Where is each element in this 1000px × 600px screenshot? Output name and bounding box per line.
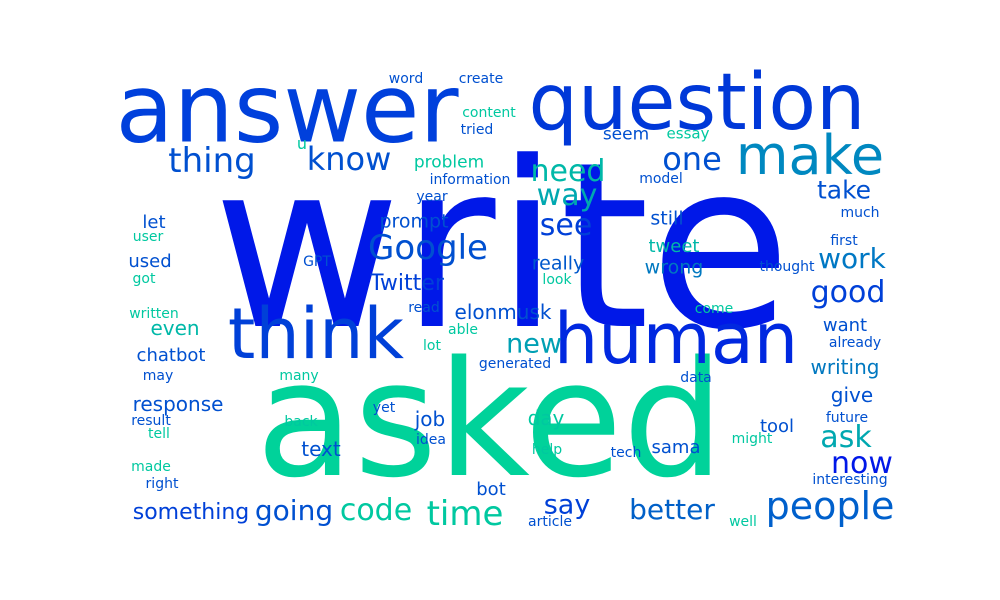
word-tell: tell (148, 426, 170, 442)
word-got: got (132, 271, 156, 287)
word-want: want (822, 315, 868, 336)
word-problem: problem (413, 152, 485, 173)
word-article: article (528, 514, 572, 530)
word-much: much (840, 205, 880, 221)
word-say: say (543, 489, 591, 521)
word-time: time (426, 494, 504, 534)
word-make: make (735, 124, 885, 187)
word-way: way (536, 178, 598, 213)
word-elonmusk: elonmusk (454, 300, 552, 324)
word-help: help (531, 442, 563, 458)
word-still: still (650, 207, 684, 230)
word-human: human (553, 298, 799, 380)
word-asked: asked (255, 326, 725, 513)
word-new: new (506, 328, 562, 360)
word-word: word (388, 71, 424, 87)
word-ask: ask (820, 420, 872, 455)
word-year: year (416, 189, 448, 205)
word-people: people (765, 484, 895, 528)
word-result: result (131, 413, 171, 429)
word-right: right (145, 476, 179, 492)
word-create: create (458, 71, 504, 87)
word-now: now (831, 446, 893, 481)
word-look: look (542, 272, 572, 288)
word-idea: idea (416, 432, 446, 448)
word-seem: seem (602, 124, 650, 145)
word-tweet: tweet (648, 236, 700, 257)
word-might: might (731, 431, 773, 447)
word-let: let (142, 212, 166, 233)
word-bot: bot (476, 479, 506, 500)
word-user: user (132, 229, 164, 245)
word-essay: essay (666, 124, 710, 143)
word-yet: yet (372, 400, 396, 416)
word-know: know (306, 140, 392, 178)
word-code: code (339, 493, 413, 528)
word-able: able (448, 322, 478, 338)
word-something: something (132, 500, 250, 525)
word-used: used (128, 251, 172, 272)
word-google: Google (368, 228, 488, 268)
word-chatbot: chatbot (136, 345, 206, 366)
word-twitter: Twitter (370, 271, 444, 296)
word-many: many (279, 368, 319, 384)
word-wrong: wrong (644, 256, 704, 279)
word-response: response (132, 392, 224, 416)
word-model: model (639, 171, 683, 187)
word-tried: tried (460, 122, 494, 138)
word-content: content (462, 105, 516, 121)
word-sama: sama (651, 437, 701, 458)
word-text: text (301, 437, 341, 461)
word-come: come (694, 301, 734, 317)
word-generated: generated (478, 356, 552, 372)
word-written: written (129, 306, 179, 322)
word-answer: answer (115, 54, 459, 165)
word-prompt: prompt (379, 210, 449, 233)
word-job: job (414, 407, 446, 431)
word-information: information (429, 172, 511, 188)
word-need: need (530, 154, 606, 189)
word-future: future (825, 410, 869, 426)
word-first: first (830, 233, 858, 249)
word-work: work (818, 242, 886, 275)
word-interesting: interesting (812, 472, 888, 488)
word-u: u (296, 134, 308, 153)
word-lot: lot (423, 338, 441, 354)
word-tech: tech (610, 445, 642, 461)
word-really: really (531, 252, 585, 275)
word-thing: thing (168, 141, 256, 181)
word-see: see (539, 208, 593, 243)
word-writing: writing (810, 355, 880, 379)
word-data: data (680, 370, 712, 386)
word-write: write (212, 114, 792, 381)
word-made: made (131, 459, 171, 475)
word-think: think (227, 293, 405, 375)
word-one: one (662, 140, 722, 178)
word-even: even (150, 316, 200, 340)
word-may: may (142, 368, 174, 384)
word-question: question (528, 58, 866, 148)
word-take: take (816, 175, 872, 205)
word-day: day (527, 406, 565, 430)
word-back: back (284, 414, 318, 430)
word-give: give (830, 383, 874, 407)
word-already: already (828, 335, 882, 351)
word-well: well (729, 514, 757, 530)
word-tool: tool (759, 416, 795, 437)
word-better: better (629, 493, 715, 526)
word-read: read (408, 300, 440, 316)
word-gpt: GPT (303, 254, 331, 270)
word-thought: thought (759, 259, 815, 275)
word-good: good (810, 275, 886, 310)
word-going: going (254, 494, 334, 527)
